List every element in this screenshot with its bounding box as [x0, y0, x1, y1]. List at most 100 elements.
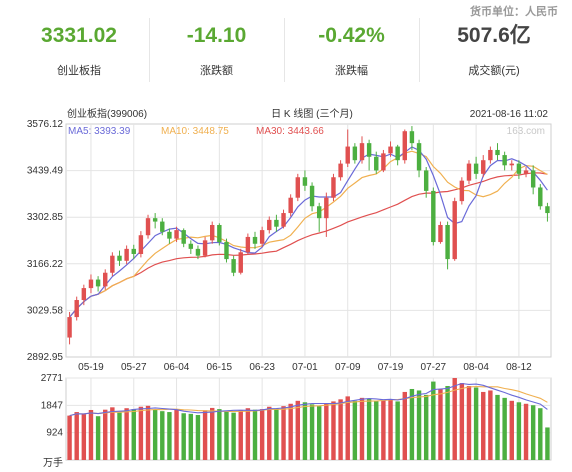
volume-bar — [259, 409, 265, 460]
volume-bar — [452, 378, 457, 460]
x-tick-label: 05-27 — [121, 362, 147, 373]
candle-body — [67, 317, 72, 338]
x-tick-label: 06-15 — [207, 362, 233, 373]
candle — [331, 173, 336, 202]
candle — [167, 228, 172, 244]
candle — [224, 238, 229, 263]
volume-bar — [502, 397, 507, 460]
candle-body — [281, 213, 286, 227]
ma-legend-item: MA5: 3393.39 — [68, 126, 131, 137]
candle — [210, 221, 215, 244]
volume-bar — [124, 408, 129, 460]
candle — [338, 160, 343, 181]
candle-body — [95, 279, 101, 287]
candle-body — [174, 230, 179, 239]
volume-bar — [423, 394, 429, 460]
candle — [295, 173, 301, 202]
candle-body — [217, 224, 222, 243]
candle-body — [545, 206, 550, 214]
stat-value: 3331.02 — [41, 24, 117, 47]
candle — [160, 218, 165, 236]
candle — [345, 129, 350, 168]
candle-body — [267, 219, 272, 231]
candle — [95, 276, 101, 292]
volume-bar — [202, 410, 208, 460]
candle — [88, 274, 94, 294]
candle — [431, 187, 436, 246]
candle-body — [502, 155, 507, 166]
candle-body — [238, 252, 243, 273]
candle-body — [81, 288, 87, 301]
candle — [259, 226, 265, 248]
ma-legend-item: MA10: 3448.75 — [161, 126, 229, 137]
candle-body — [388, 146, 393, 154]
candle — [402, 129, 407, 164]
candle-body — [117, 255, 122, 261]
y-tick-label: 3302.85 — [27, 212, 64, 223]
candle — [124, 245, 129, 265]
volume-bar — [338, 399, 343, 460]
volume-bar — [345, 396, 350, 460]
candle — [74, 296, 79, 321]
volume-tick-label: 924 — [46, 428, 63, 439]
candle-body — [359, 143, 365, 161]
stat-value: -14.10 — [186, 24, 247, 47]
volume-bar — [295, 400, 301, 460]
candle-body — [402, 131, 407, 161]
candle — [117, 250, 122, 266]
volume-bar — [481, 391, 486, 460]
volume-bar — [224, 411, 229, 460]
candle-body — [103, 272, 108, 287]
candle — [81, 284, 87, 306]
y-tick-label: 2892.95 — [27, 352, 64, 363]
candle — [267, 216, 272, 234]
candle — [374, 151, 379, 174]
volume-bar — [374, 401, 379, 460]
volume-bar — [252, 409, 258, 460]
y-tick-label: 3166.22 — [27, 259, 64, 270]
currency-label: 货币单位：人民币 — [470, 6, 558, 18]
stat-label: 涨跌幅 — [335, 65, 368, 77]
candle-body — [131, 248, 136, 254]
volume-bar — [152, 409, 158, 460]
volume-bar — [95, 416, 101, 460]
candle-body — [302, 177, 308, 186]
candle — [174, 226, 179, 243]
candle — [281, 209, 286, 229]
volume-bar — [459, 383, 465, 460]
volume-bar — [388, 399, 393, 460]
volume-bar — [495, 394, 500, 460]
candle-body — [423, 170, 429, 191]
candle — [523, 167, 529, 178]
candle-body — [110, 255, 115, 273]
candle-body — [74, 300, 79, 318]
candle-body — [188, 243, 194, 249]
candle-body — [295, 177, 301, 198]
volume-bar — [488, 390, 493, 460]
volume-bar — [445, 386, 450, 460]
candle-body — [124, 248, 129, 261]
candle-body — [145, 218, 151, 236]
volume-bar — [324, 403, 329, 460]
candle-body — [202, 240, 208, 256]
volume-ma10-line — [69, 385, 548, 417]
candle-body — [231, 259, 236, 273]
volume-bar — [466, 386, 472, 460]
candle — [509, 160, 514, 171]
candle — [195, 245, 201, 260]
volume-bar — [103, 409, 108, 460]
volume-bar — [210, 407, 215, 460]
volume-bar — [316, 406, 322, 460]
volume-bar — [538, 408, 543, 460]
candle-body — [88, 279, 94, 289]
candle — [538, 184, 543, 210]
candle — [445, 221, 450, 270]
candle-body — [366, 143, 372, 157]
volume-bar — [309, 404, 315, 460]
ma-legend-item: MA30: 3443.66 — [256, 126, 324, 137]
candle-body — [274, 219, 279, 227]
volume-bar — [231, 412, 236, 460]
volume-bar — [67, 415, 72, 460]
volume-bar — [359, 397, 365, 460]
candle — [324, 192, 329, 237]
